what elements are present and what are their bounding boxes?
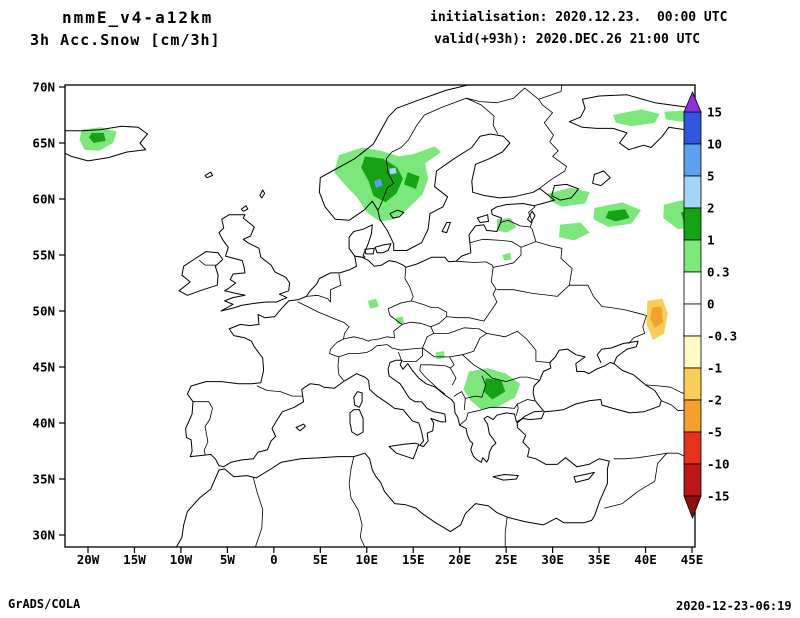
model-name: nmmE_v4-a12km (62, 8, 214, 27)
colorbar-label: -2 (707, 393, 722, 408)
x-tick-label: 40E (634, 552, 657, 567)
snow-region-norway-speck-blue (374, 178, 383, 188)
snow-region-germany-speck (367, 298, 379, 309)
colorbar-label: 0.3 (707, 265, 730, 280)
colorbar-label: 15 (707, 105, 722, 120)
y-tick-label: 70N (32, 80, 55, 95)
colorbar-label: 2 (707, 201, 715, 216)
snow-region-nw-russia-2-core (605, 209, 630, 222)
snow-region-pannonia-speck (435, 351, 445, 360)
colorbar-label: -0.3 (707, 329, 737, 344)
snow-region-scandinavia-core2 (403, 172, 420, 189)
x-tick-label: 5E (313, 552, 328, 567)
y-tick-label: 40N (32, 416, 55, 431)
colorbar-segment (683, 111, 702, 145)
colorbar-segment (683, 431, 702, 465)
x-tick-label: 20E (448, 552, 471, 567)
snow-region-nw-russia-1 (548, 187, 590, 207)
x-tick-label: 20W (77, 552, 100, 567)
x-tick-label: 10E (355, 552, 378, 567)
colorbar-segment (683, 335, 702, 369)
y-tick-label: 55N (32, 248, 55, 263)
colorbar-label: 5 (707, 169, 715, 184)
y-tick-label: 45N (32, 360, 55, 375)
y-tick-label: 30N (32, 528, 55, 543)
x-tick-label: 30E (541, 552, 564, 567)
snow-region-don-area-orange (650, 306, 664, 328)
x-tick-label: 10W (170, 552, 193, 567)
colorbar-arrow-top (683, 90, 702, 113)
x-tick-label: 15E (402, 552, 425, 567)
snow-region-lithuania-speck (502, 252, 512, 261)
snow-region-kola (613, 109, 660, 127)
x-tick-label: 0 (270, 552, 278, 567)
colorbar-label: 1 (707, 233, 715, 248)
snow-region-nw-russia-3 (559, 222, 590, 241)
colorbar-segment (683, 239, 702, 273)
snow-region-norway-speck-paleblue (389, 167, 397, 175)
x-tick-label: 35E (588, 552, 611, 567)
colorbar-label: -10 (707, 457, 730, 472)
y-tick-label: 50N (32, 304, 55, 319)
colorbar-label: 10 (707, 137, 722, 152)
grads-credit: GrADS/COLA (8, 597, 81, 611)
snow-region-balkans-core (483, 378, 506, 400)
snow-region-scandinavia-core (361, 156, 403, 203)
x-tick-label: 45E (681, 552, 704, 567)
colorbar-arrow-bottom (683, 495, 702, 520)
colorbar-label: -5 (707, 425, 722, 440)
colorbar-segment (683, 143, 702, 177)
colorbar-segment (683, 271, 702, 305)
axis-ticks (59, 86, 693, 553)
colorbar-segment (683, 367, 702, 401)
init-time-label: initialisation: 2020.12.23. 00:00 UTC (430, 10, 728, 25)
country-borders (192, 85, 695, 547)
field-name: 3h Acc.Snow [cm/3h] (30, 31, 221, 49)
y-tick-label: 65N (32, 136, 55, 151)
render-timestamp: 2020-12-23-06:19 (676, 599, 792, 613)
snow-region-iceland-core (88, 132, 106, 143)
colorbar-segment (683, 175, 702, 209)
colorbar-segment (683, 303, 702, 337)
snow-region-czech-speck (395, 316, 404, 325)
colorbar-label: 0 (707, 297, 715, 312)
coastlines (65, 85, 695, 547)
valid-time-label: valid(+93h): 2020.DEC.26 21:00 UTC (434, 32, 701, 47)
colorbar-segment (683, 207, 702, 241)
colorbar-segment (683, 399, 702, 433)
x-tick-label: 5W (220, 552, 236, 567)
y-tick-label: 60N (32, 192, 55, 207)
colorbar-label: -1 (707, 361, 722, 376)
colorbar-label: -15 (707, 489, 730, 504)
colorbar: 15 10 5 2 1 0.3 0 -0.3 -1 -2 -5 -10 -15 (683, 90, 737, 520)
x-tick-label: 15W (123, 552, 146, 567)
x-tick-label: 25E (495, 552, 518, 567)
colorbar-segment (683, 463, 702, 497)
snow-shading (79, 109, 695, 410)
y-tick-label: 35N (32, 472, 55, 487)
